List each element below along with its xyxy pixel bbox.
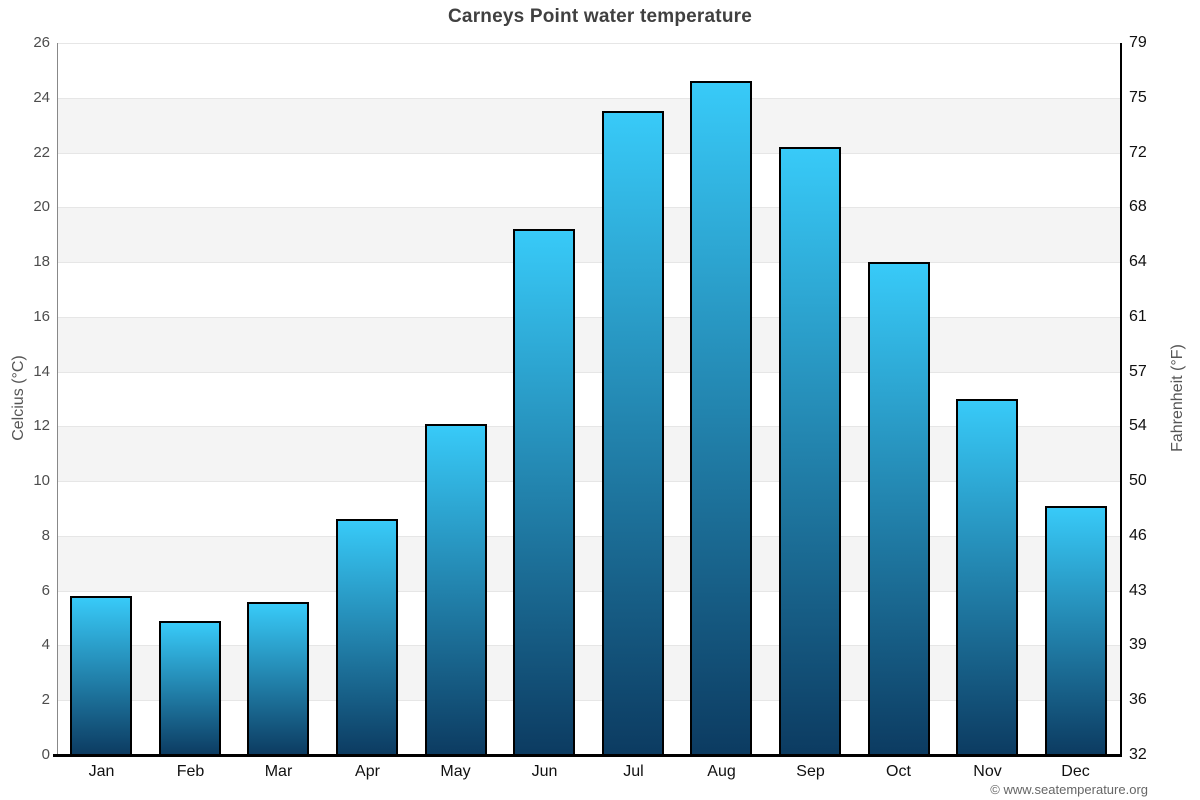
temperature-bar[interactable] <box>1045 506 1107 755</box>
temperature-bar[interactable] <box>956 399 1018 755</box>
celsius-tick-label: 8 <box>41 527 50 544</box>
celsius-axis-title: Celcius (°C) <box>10 355 27 441</box>
chart-title: Carneys Point water temperature <box>448 6 752 27</box>
grid-band <box>57 426 1120 481</box>
gridline <box>57 153 1120 154</box>
celsius-tick-label: 26 <box>33 34 50 51</box>
celsius-tick-label: 10 <box>33 472 50 489</box>
month-label: Jul <box>623 763 644 780</box>
gridline <box>57 372 1120 373</box>
month-label: Apr <box>355 763 380 780</box>
gridline <box>57 426 1120 427</box>
right-axis-line <box>1120 43 1122 755</box>
month-label: Mar <box>264 763 293 780</box>
temperature-bar[interactable] <box>602 111 664 755</box>
month-label: Nov <box>973 763 1002 780</box>
month-label: Feb <box>176 763 205 780</box>
grid-band <box>57 645 1120 700</box>
temperature-bar[interactable] <box>690 81 752 755</box>
footer-credit[interactable]: © www.seatemperature.org <box>990 782 1148 797</box>
fahrenheit-tick-label: 36 <box>1129 691 1147 708</box>
month-label: Jan <box>88 763 115 780</box>
temperature-bar[interactable] <box>779 147 841 755</box>
gridline <box>57 481 1120 482</box>
grid-band <box>57 536 1120 591</box>
celsius-tick-label: 0 <box>41 746 50 763</box>
fahrenheit-tick-label: 64 <box>1129 253 1147 270</box>
celsius-tick-label: 4 <box>41 636 50 653</box>
fahrenheit-tick-label: 61 <box>1129 308 1147 325</box>
temperature-bar[interactable] <box>868 262 930 755</box>
fahrenheit-tick-label: 32 <box>1129 746 1147 763</box>
gridline <box>57 317 1120 318</box>
month-label: May <box>440 763 471 780</box>
temperature-bar[interactable] <box>336 519 398 755</box>
celsius-tick-label: 20 <box>33 198 50 215</box>
grid-band <box>57 207 1120 262</box>
grid-band <box>57 98 1120 153</box>
fahrenheit-tick-label: 54 <box>1129 417 1147 434</box>
gridline <box>57 700 1120 701</box>
gridline <box>57 207 1120 208</box>
gridline <box>57 98 1120 99</box>
temperature-bar[interactable] <box>425 424 487 755</box>
fahrenheit-tick-label: 72 <box>1129 144 1147 161</box>
fahrenheit-tick-label: 68 <box>1129 198 1147 215</box>
left-axis-line <box>57 43 58 755</box>
temperature-bar[interactable] <box>70 596 132 755</box>
celsius-tick-label: 14 <box>33 363 50 380</box>
month-label: Jun <box>531 763 558 780</box>
month-label: Dec <box>1061 763 1090 780</box>
gridline <box>57 591 1120 592</box>
celsius-tick-label: 16 <box>33 308 50 325</box>
fahrenheit-tick-label: 43 <box>1129 582 1147 599</box>
grid-band <box>57 317 1120 372</box>
celsius-tick-label: 6 <box>41 582 50 599</box>
fahrenheit-tick-label: 57 <box>1129 363 1147 380</box>
fahrenheit-tick-label: 50 <box>1129 472 1147 489</box>
celsius-tick-label: 22 <box>33 144 50 161</box>
fahrenheit-tick-label: 39 <box>1129 636 1147 653</box>
fahrenheit-tick-label: 75 <box>1129 89 1147 106</box>
month-label: Oct <box>886 763 911 780</box>
gridline <box>57 645 1120 646</box>
fahrenheit-tick-label: 79 <box>1129 34 1147 51</box>
x-axis-line <box>53 754 1122 757</box>
temperature-bar[interactable] <box>247 602 309 755</box>
gridline <box>57 43 1120 44</box>
gridline <box>57 262 1120 263</box>
fahrenheit-axis-title: Fahrenheit (°F) <box>1169 344 1186 452</box>
gridline <box>57 536 1120 537</box>
fahrenheit-tick-label: 46 <box>1129 527 1147 544</box>
celsius-tick-label: 24 <box>33 89 50 106</box>
celsius-tick-label: 18 <box>33 253 50 270</box>
month-label: Sep <box>796 763 825 780</box>
celsius-tick-label: 2 <box>41 691 50 708</box>
temperature-bar[interactable] <box>513 229 575 755</box>
celsius-tick-label: 12 <box>33 417 50 434</box>
temperature-bar[interactable] <box>159 621 221 755</box>
month-label: Aug <box>707 763 736 780</box>
